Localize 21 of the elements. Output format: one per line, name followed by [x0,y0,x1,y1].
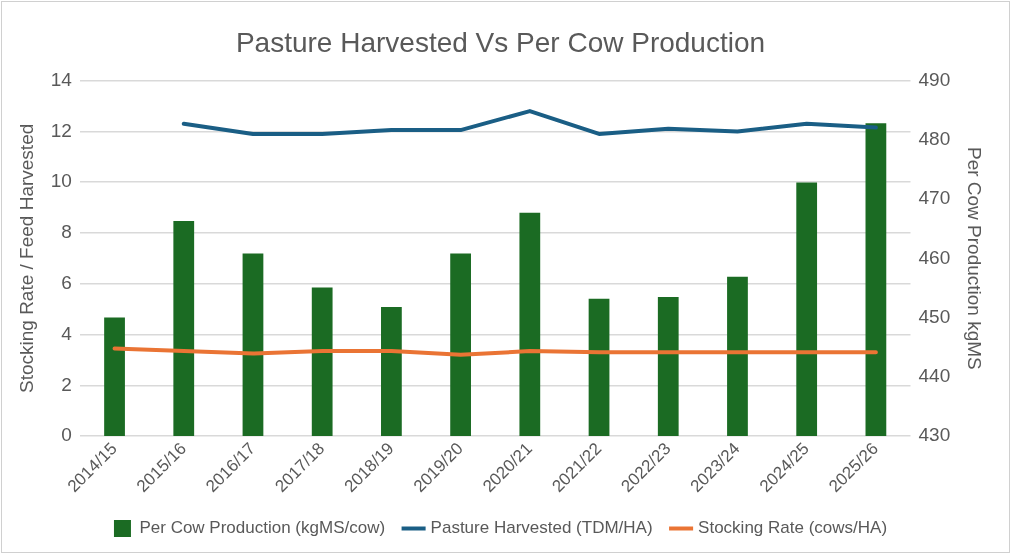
y2-axis-title: Per Cow Production kgMS [964,146,986,370]
y-tick-label: 8 [61,221,72,243]
y2-tick-label: 450 [918,305,951,327]
y-axis-title: Stocking Rate / Feed Harvested [15,123,37,394]
y2-tick-label: 440 [918,365,951,387]
y2-tick-label: 480 [918,128,951,150]
y2-tick-label: 460 [918,246,951,268]
y2-tick-label: 470 [918,187,951,209]
legend-label: Per Cow Production (kgMS/cow) [139,518,386,538]
chart-title: Pasture Harvested Vs Per Cow Production [235,26,766,58]
y-tick-label: 0 [61,424,72,446]
y-tick-label: 2 [61,373,72,395]
y-tick-label: 14 [50,68,73,90]
y-tick-label: 6 [61,271,72,293]
y-tick-label: 10 [50,170,72,192]
legend-label: Stocking Rate (cows/HA) [698,518,888,538]
legend-label: Pasture Harvested (TDM/HA) [430,518,653,538]
y2-tick-label: 490 [918,68,951,90]
y-tick-label: 4 [61,322,73,344]
y2-tick-label: 430 [918,424,951,446]
y-tick-label: 12 [50,119,72,141]
